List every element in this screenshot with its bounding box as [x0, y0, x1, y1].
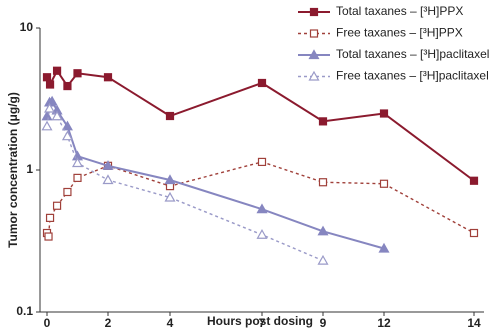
marker — [317, 225, 329, 236]
legend-marker — [309, 7, 319, 17]
marker — [46, 95, 58, 106]
marker — [45, 80, 55, 89]
legend-marker — [309, 29, 319, 38]
legend-label: Total taxanes – [³H]PPX — [336, 4, 463, 18]
marker — [257, 78, 267, 88]
x-tick-label: 7 — [259, 316, 266, 330]
x-tick-label: 4 — [167, 316, 174, 330]
marker — [61, 130, 73, 141]
marker — [44, 232, 53, 241]
x-tick-label: 2 — [105, 316, 112, 330]
marker — [102, 160, 114, 170]
marker — [52, 201, 62, 210]
marker — [63, 187, 72, 197]
marker — [45, 213, 55, 222]
marker — [317, 254, 329, 265]
y-tick-label: 0.1 — [16, 304, 33, 318]
marker — [73, 173, 82, 182]
legend-marker — [308, 49, 320, 60]
marker — [164, 174, 176, 185]
marker — [61, 120, 73, 131]
marker — [42, 73, 52, 82]
marker — [257, 157, 267, 167]
marker — [469, 176, 479, 185]
marker — [73, 69, 82, 78]
marker — [51, 110, 63, 121]
marker — [256, 229, 268, 239]
marker — [63, 81, 72, 91]
marker — [41, 120, 53, 131]
legend-label: Free taxanes – [³H]PPX — [336, 26, 463, 40]
marker — [318, 178, 328, 187]
marker — [378, 242, 390, 253]
legend-marker — [308, 70, 320, 81]
marker — [379, 179, 389, 188]
marker — [41, 110, 53, 121]
marker — [165, 111, 175, 121]
marker — [102, 174, 114, 185]
marker — [469, 228, 479, 238]
marker — [103, 73, 113, 82]
x-tick-label: 0 — [44, 316, 51, 330]
marker — [379, 109, 389, 118]
x-tick-label: 12 — [377, 316, 391, 330]
x-tick-label: 9 — [320, 316, 327, 330]
marker — [318, 117, 328, 126]
y-axis-title: Tumor concentration (μg/g) — [6, 92, 20, 248]
legend-label: Free taxanes – [³H]paclitaxel — [336, 69, 489, 83]
marker — [71, 157, 84, 168]
marker — [44, 102, 56, 113]
y-tick-label: 1 — [26, 162, 33, 176]
x-axis-title: Hours post dosing — [207, 314, 313, 328]
marker — [256, 203, 268, 214]
legend-label: Total taxanes – [³H]paclitaxel — [336, 47, 489, 61]
marker — [52, 66, 62, 75]
marker — [164, 191, 176, 202]
series-line — [46, 161, 475, 237]
y-tick-label: 10 — [20, 20, 34, 34]
x-tick-label: 14 — [467, 316, 481, 330]
